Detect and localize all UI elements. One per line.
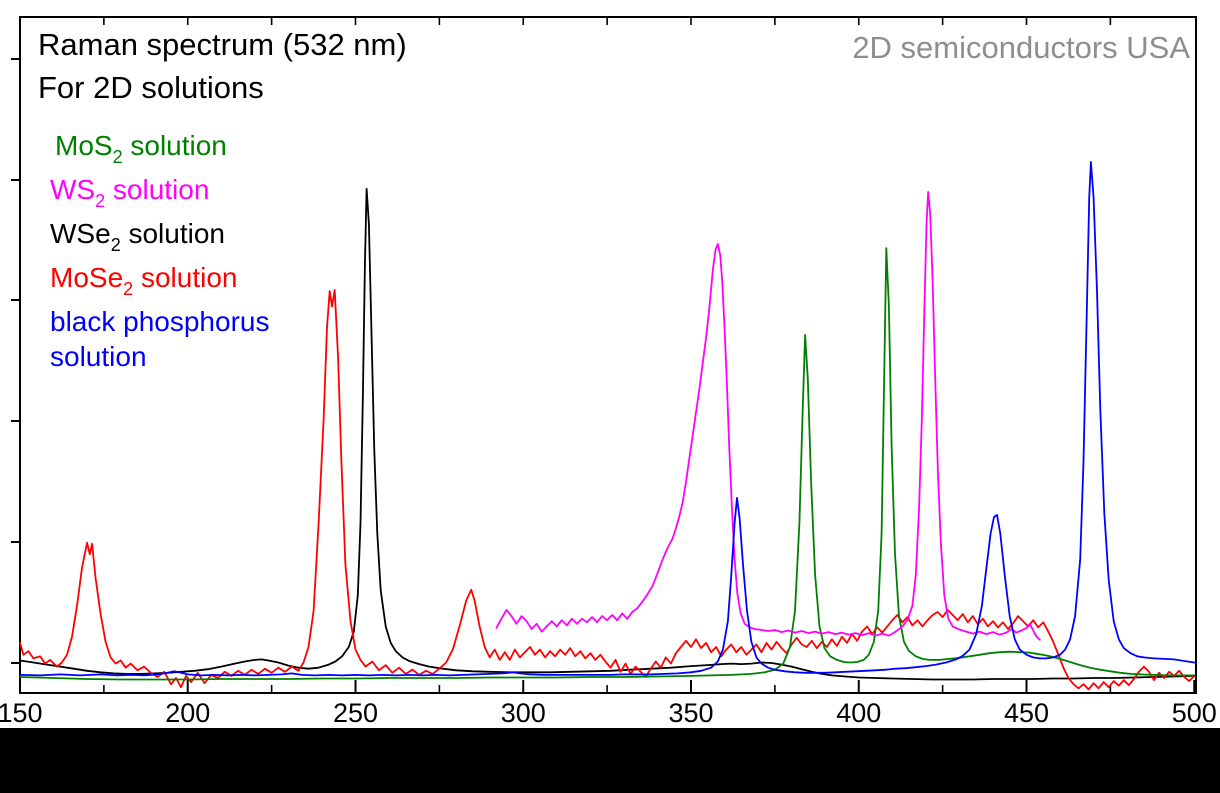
bottom-black-bar (0, 728, 1220, 793)
legend-item-mose2: MoSe2 solution (50, 262, 238, 299)
subscript: 2 (123, 279, 134, 299)
legend-item-wse2: WSe2 solution (50, 218, 225, 255)
series-mos2-line (19, 247, 1196, 681)
series-bp-line (19, 161, 1196, 677)
series-wse2-line (19, 187, 1196, 681)
series-ws2-line (495, 190, 1041, 641)
legend-item-mos2: MoS2 solution (55, 130, 227, 167)
x-tick-label-200: 200 (165, 698, 211, 728)
plot-title-line1: Raman spectrum (532 nm) (38, 27, 407, 62)
legend-item-ws2: WS2 solution (50, 174, 210, 211)
x-tick-label-400: 400 (836, 698, 882, 728)
x-tick-label-250: 250 (332, 698, 379, 728)
x-tick-label-500: 500 (1171, 698, 1217, 728)
plot-title-line2: For 2D solutions (38, 70, 264, 105)
subscript: 2 (95, 191, 106, 211)
subscript: 2 (112, 147, 123, 167)
watermark-2d-semiconductors: 2D semiconductors USA (852, 30, 1190, 65)
x-tick-label-150: 150 (0, 698, 43, 728)
x-tick-label-450: 450 (1003, 698, 1050, 728)
subscript: 2 (110, 235, 121, 255)
plot-frame (19, 16, 1197, 694)
x-tick-label-300: 300 (500, 698, 546, 728)
x-tick-label-350: 350 (668, 698, 714, 728)
legend-item-bp: black phosphorus solution (50, 306, 270, 372)
